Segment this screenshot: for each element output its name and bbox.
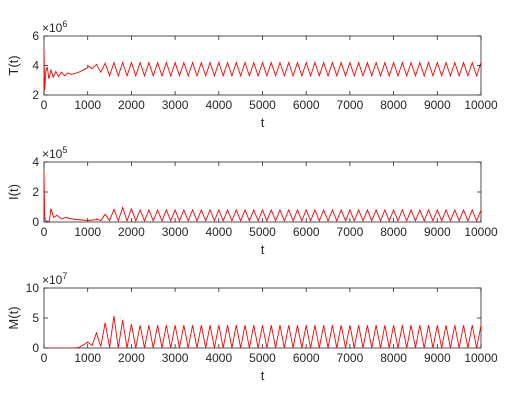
x-tick-label: 3000	[162, 225, 189, 239]
x-tick-label: 2000	[118, 225, 145, 239]
x-tick-label: 4000	[205, 225, 232, 239]
y-tick-label: 6	[32, 29, 39, 43]
subplot-I: 0 1000 2000 3000 4000 5000 6000 7000 8000 9000 100…	[6, 145, 498, 257]
x-tick-label: 9000	[424, 225, 451, 239]
y-tick-label: 4	[32, 155, 39, 169]
x-tick-label: 0	[41, 225, 48, 239]
x-tick-label: 6000	[293, 225, 320, 239]
x-tick-label: 10000	[464, 98, 498, 112]
x-axis-label: t	[261, 242, 265, 257]
x-tick-label: 6000	[293, 351, 320, 365]
subplot-T: 0 1000 2000 3000 4000 5000 6000 7000 8000 9000 100…	[6, 19, 498, 130]
x-tick-label: 3000	[162, 98, 189, 112]
x-tick-label: 5000	[249, 351, 276, 365]
exponent-base: ×10	[42, 273, 63, 287]
exponent-base: ×10	[42, 147, 63, 161]
x-tick-label: 9000	[424, 98, 451, 112]
x-tick-label: 6000	[293, 98, 320, 112]
x-tick-label: 0	[41, 98, 48, 112]
y-exponent-label: ×105	[42, 145, 67, 161]
y-tick-label: 0	[32, 341, 39, 355]
subplot-M: 0 1000 2000 3000 4000 5000 6000 7000 8000 9000 100…	[6, 271, 498, 383]
series-line	[44, 315, 481, 348]
x-tick-label: 8000	[380, 351, 407, 365]
x-tick-label: 2000	[118, 98, 145, 112]
x-tick-label: 7000	[337, 98, 364, 112]
exponent-base: ×10	[42, 21, 63, 35]
y-tick-label: 5	[32, 311, 39, 325]
axes-box	[43, 161, 482, 223]
x-axis-label: t	[261, 368, 265, 383]
series-line	[44, 172, 481, 222]
x-tick-label: 9000	[424, 351, 451, 365]
y-exponent-label: ×106	[42, 19, 67, 35]
x-tick-label: 3000	[162, 351, 189, 365]
y-axis-label: M(t)	[6, 306, 21, 329]
x-tick-label: 10000	[464, 351, 498, 365]
x-tick-label: 1000	[74, 225, 101, 239]
x-tick-label: 1000	[74, 351, 101, 365]
x-tick-label: 10000	[464, 225, 498, 239]
x-tick-label: 4000	[205, 98, 232, 112]
exponent-power: 6	[62, 19, 67, 29]
exponent-power: 7	[62, 271, 67, 281]
x-tick-label: 7000	[337, 351, 364, 365]
x-tick-label: 2000	[118, 351, 145, 365]
series-line	[44, 49, 481, 91]
x-tick-label: 7000	[337, 225, 364, 239]
x-tick-label: 4000	[205, 351, 232, 365]
exponent-power: 5	[62, 145, 67, 155]
y-tick-label: 4	[32, 59, 39, 73]
x-tick-label: 5000	[249, 98, 276, 112]
y-tick-label: 0	[32, 215, 39, 229]
x-axis-label: t	[261, 115, 265, 130]
x-tick-label: 8000	[380, 98, 407, 112]
y-axis-label: I(t)	[6, 184, 21, 200]
x-tick-label: 1000	[74, 98, 101, 112]
y-tick-label: 2	[32, 88, 39, 102]
y-axis-label: T(t)	[6, 55, 21, 75]
x-tick-label: 5000	[249, 225, 276, 239]
x-tick-label: 8000	[380, 225, 407, 239]
y-tick-label: 10	[26, 281, 40, 295]
axes-box	[43, 287, 482, 349]
x-tick-label: 0	[41, 351, 48, 365]
axes-box	[43, 35, 482, 96]
y-tick-label: 2	[32, 185, 39, 199]
y-exponent-label: ×107	[42, 271, 67, 287]
